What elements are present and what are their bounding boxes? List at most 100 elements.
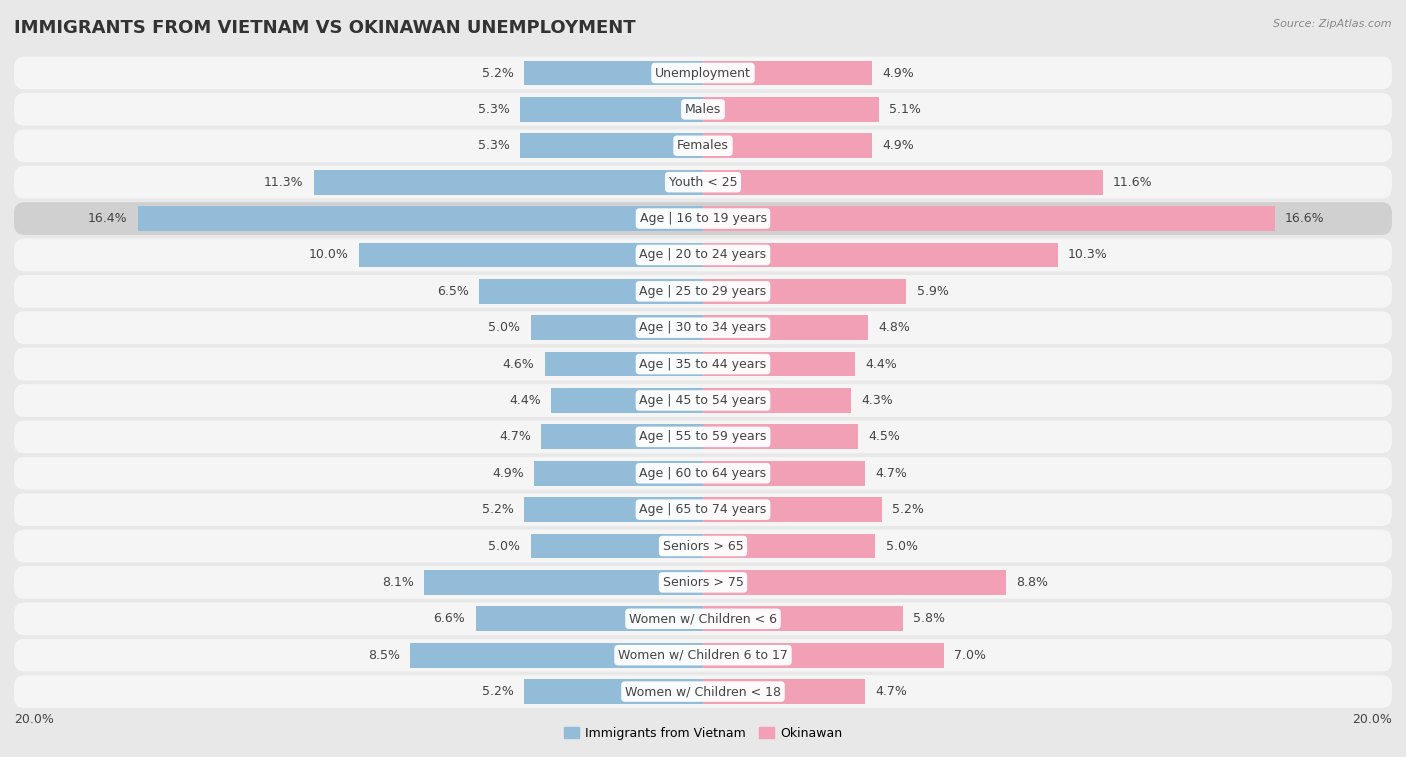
- FancyBboxPatch shape: [14, 603, 1392, 635]
- FancyBboxPatch shape: [14, 457, 1392, 490]
- Text: 10.0%: 10.0%: [308, 248, 349, 261]
- Bar: [703, 61, 872, 86]
- Bar: [520, 133, 703, 158]
- Text: 4.9%: 4.9%: [882, 67, 914, 79]
- FancyBboxPatch shape: [14, 238, 1392, 271]
- Bar: [703, 133, 872, 158]
- Text: 5.3%: 5.3%: [478, 103, 510, 116]
- Text: Age | 20 to 24 years: Age | 20 to 24 years: [640, 248, 766, 261]
- Legend: Immigrants from Vietnam, Okinawan: Immigrants from Vietnam, Okinawan: [560, 722, 846, 745]
- Text: 20.0%: 20.0%: [1353, 713, 1392, 727]
- Text: 5.0%: 5.0%: [488, 321, 520, 334]
- Bar: [703, 606, 903, 631]
- Text: Unemployment: Unemployment: [655, 67, 751, 79]
- Bar: [531, 316, 703, 340]
- Bar: [534, 461, 703, 486]
- Bar: [479, 279, 703, 304]
- Text: Source: ZipAtlas.com: Source: ZipAtlas.com: [1274, 19, 1392, 29]
- Bar: [425, 570, 703, 595]
- Text: 8.1%: 8.1%: [382, 576, 413, 589]
- FancyBboxPatch shape: [14, 347, 1392, 381]
- Bar: [703, 425, 858, 449]
- Bar: [524, 61, 703, 86]
- Text: 4.9%: 4.9%: [882, 139, 914, 152]
- Bar: [541, 425, 703, 449]
- Text: Women w/ Children 6 to 17: Women w/ Children 6 to 17: [619, 649, 787, 662]
- Bar: [703, 279, 907, 304]
- Bar: [703, 570, 1007, 595]
- Bar: [703, 352, 855, 376]
- Text: 5.2%: 5.2%: [482, 67, 513, 79]
- FancyBboxPatch shape: [14, 384, 1392, 417]
- FancyBboxPatch shape: [14, 275, 1392, 307]
- Text: 5.0%: 5.0%: [886, 540, 918, 553]
- Bar: [703, 534, 875, 559]
- FancyBboxPatch shape: [14, 311, 1392, 344]
- Text: Age | 45 to 54 years: Age | 45 to 54 years: [640, 394, 766, 407]
- Text: Youth < 25: Youth < 25: [669, 176, 737, 188]
- Bar: [703, 679, 865, 704]
- Text: Females: Females: [678, 139, 728, 152]
- Text: 4.5%: 4.5%: [869, 431, 900, 444]
- Text: 16.4%: 16.4%: [89, 212, 128, 225]
- Text: Seniors > 65: Seniors > 65: [662, 540, 744, 553]
- Bar: [703, 497, 882, 522]
- Bar: [411, 643, 703, 668]
- Text: Age | 60 to 64 years: Age | 60 to 64 years: [640, 467, 766, 480]
- Text: 5.2%: 5.2%: [482, 685, 513, 698]
- Text: 4.3%: 4.3%: [862, 394, 893, 407]
- Bar: [524, 497, 703, 522]
- Bar: [703, 316, 869, 340]
- Text: Age | 55 to 59 years: Age | 55 to 59 years: [640, 431, 766, 444]
- Text: 4.4%: 4.4%: [509, 394, 541, 407]
- Text: 6.6%: 6.6%: [433, 612, 465, 625]
- Text: 7.0%: 7.0%: [955, 649, 987, 662]
- Text: 5.8%: 5.8%: [912, 612, 945, 625]
- Text: Women w/ Children < 18: Women w/ Children < 18: [626, 685, 780, 698]
- Bar: [359, 242, 703, 267]
- Text: Age | 65 to 74 years: Age | 65 to 74 years: [640, 503, 766, 516]
- Text: 10.3%: 10.3%: [1069, 248, 1108, 261]
- Bar: [703, 388, 851, 413]
- Bar: [524, 679, 703, 704]
- Text: 5.3%: 5.3%: [478, 139, 510, 152]
- FancyBboxPatch shape: [14, 129, 1392, 162]
- Text: 8.8%: 8.8%: [1017, 576, 1049, 589]
- Text: Males: Males: [685, 103, 721, 116]
- Text: 5.9%: 5.9%: [917, 285, 949, 298]
- Bar: [551, 388, 703, 413]
- Text: Age | 16 to 19 years: Age | 16 to 19 years: [640, 212, 766, 225]
- FancyBboxPatch shape: [14, 202, 1392, 235]
- Bar: [703, 97, 879, 122]
- Text: 4.7%: 4.7%: [875, 685, 907, 698]
- FancyBboxPatch shape: [14, 57, 1392, 89]
- Text: 4.4%: 4.4%: [865, 357, 897, 371]
- Text: IMMIGRANTS FROM VIETNAM VS OKINAWAN UNEMPLOYMENT: IMMIGRANTS FROM VIETNAM VS OKINAWAN UNEM…: [14, 19, 636, 37]
- Text: 5.2%: 5.2%: [893, 503, 924, 516]
- FancyBboxPatch shape: [14, 93, 1392, 126]
- Bar: [703, 643, 945, 668]
- FancyBboxPatch shape: [14, 639, 1392, 671]
- FancyBboxPatch shape: [14, 566, 1392, 599]
- Bar: [531, 534, 703, 559]
- FancyBboxPatch shape: [14, 675, 1392, 708]
- Bar: [138, 206, 703, 231]
- Bar: [703, 170, 1102, 195]
- Bar: [475, 606, 703, 631]
- Text: Women w/ Children < 6: Women w/ Children < 6: [628, 612, 778, 625]
- Text: Age | 30 to 34 years: Age | 30 to 34 years: [640, 321, 766, 334]
- Text: 4.6%: 4.6%: [502, 357, 534, 371]
- Text: Age | 25 to 29 years: Age | 25 to 29 years: [640, 285, 766, 298]
- Bar: [703, 242, 1057, 267]
- Text: 16.6%: 16.6%: [1285, 212, 1324, 225]
- Text: 6.5%: 6.5%: [437, 285, 468, 298]
- Text: 8.5%: 8.5%: [368, 649, 399, 662]
- Text: 4.7%: 4.7%: [875, 467, 907, 480]
- Bar: [314, 170, 703, 195]
- Text: 11.6%: 11.6%: [1114, 176, 1153, 188]
- FancyBboxPatch shape: [14, 420, 1392, 453]
- FancyBboxPatch shape: [14, 530, 1392, 562]
- Text: 20.0%: 20.0%: [14, 713, 53, 727]
- Bar: [703, 206, 1275, 231]
- Bar: [703, 461, 865, 486]
